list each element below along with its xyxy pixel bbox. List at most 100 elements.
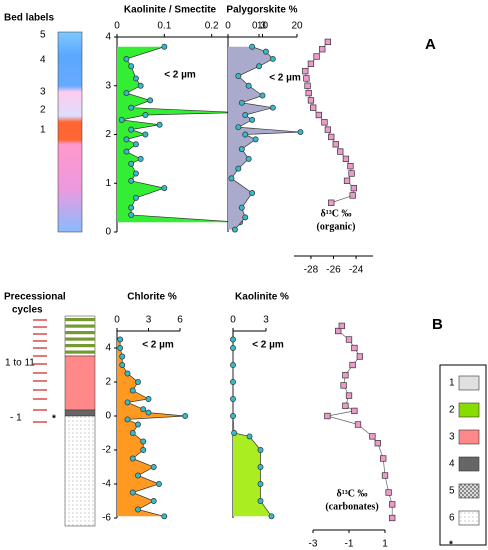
data-point [128,204,135,211]
data-point [129,489,136,496]
data-point [324,126,332,133]
data-point [117,345,124,351]
data-point [142,131,149,138]
data-point [257,498,264,504]
panel-letter: A [425,36,436,53]
data-point [307,60,315,67]
data-point [132,194,139,201]
data-point [129,455,136,462]
legend-label: 2 [449,405,455,416]
data-point [354,421,362,428]
data-point [349,192,356,199]
x-tick-label: 3 [263,315,269,326]
y-tick-label: -6 [102,513,111,524]
data-point [124,399,131,406]
data-point [235,124,242,131]
x-tick-label: 0.3 [252,21,266,32]
data-point [156,481,162,487]
data-point [161,185,168,192]
bed-label: 2 [40,105,46,116]
data-point [117,336,124,343]
data-point [235,73,242,79]
star: * [52,414,56,425]
data-point [374,440,381,447]
data-point [150,464,157,470]
data-point [345,336,353,343]
data-point [351,407,358,415]
data-point [161,43,168,50]
legend-swatch [458,429,480,445]
data-point [118,116,125,123]
data-point [128,126,135,133]
data-point [128,63,135,70]
annotation: < 2 µm [142,340,174,351]
data-point [310,104,317,111]
y-tick-label: 0 [105,227,111,238]
data-point [269,55,276,62]
annotation: < 2 µm [252,340,284,351]
data-point [303,75,310,82]
data-point [242,131,249,138]
data-point [129,430,136,436]
area-fill [233,339,272,517]
data-point [140,406,147,413]
data-point [259,92,266,99]
legend-label: * [449,540,453,550]
data-point [313,53,320,60]
data-point [249,116,256,123]
data-point [128,104,135,111]
data-point [337,148,344,155]
data-point [338,322,345,330]
data-point [257,447,264,453]
data-point [328,199,335,206]
x-tick-label: 3 [146,315,152,326]
data-point [145,396,152,402]
data-point [147,97,154,104]
data-point [128,177,135,184]
data-point [238,99,245,106]
data-point [249,190,256,196]
data-point [140,447,147,453]
bed-label: 5 [40,30,46,41]
data-point [230,345,236,351]
lith-stripe [65,331,95,335]
data-point [340,382,347,389]
legend-label: 1 [449,378,455,389]
data-point [324,38,332,46]
data-point [230,379,236,385]
x-tick-label: 0 [230,315,236,326]
data-point [137,82,144,89]
data-point [263,48,269,55]
data-point [349,361,356,369]
data-point [356,353,363,360]
data-point [389,501,396,508]
y-tick-label: 4 [105,32,111,43]
bed-title: Bed labels [4,13,54,24]
bed-label: 1 [40,125,46,136]
x-tick-label: -26 [326,265,341,276]
y-tick-label: -2 [102,445,111,456]
x-tick-label: -24 [349,265,364,276]
x-tick-label: -28 [304,265,319,276]
bed-column [57,31,83,233]
annotation: δ¹³C ‰ [337,488,368,499]
data-point [156,121,163,128]
data-point [132,75,139,82]
cycles-minus: - 1 [10,413,22,424]
data-point [246,433,253,440]
y-tick-label: -4 [102,479,111,490]
legend-swatch [458,375,480,391]
y-tick-label: 3 [105,80,111,91]
data-point [228,175,235,182]
data-point [305,89,312,97]
data-point [124,416,131,423]
data-point [256,63,262,70]
data-point [123,136,130,143]
annotation: (carbonates) [325,501,378,512]
data-point [302,67,309,75]
data-point [145,409,152,416]
data-point [348,170,355,177]
data-point [342,402,349,409]
data-point [315,111,322,119]
